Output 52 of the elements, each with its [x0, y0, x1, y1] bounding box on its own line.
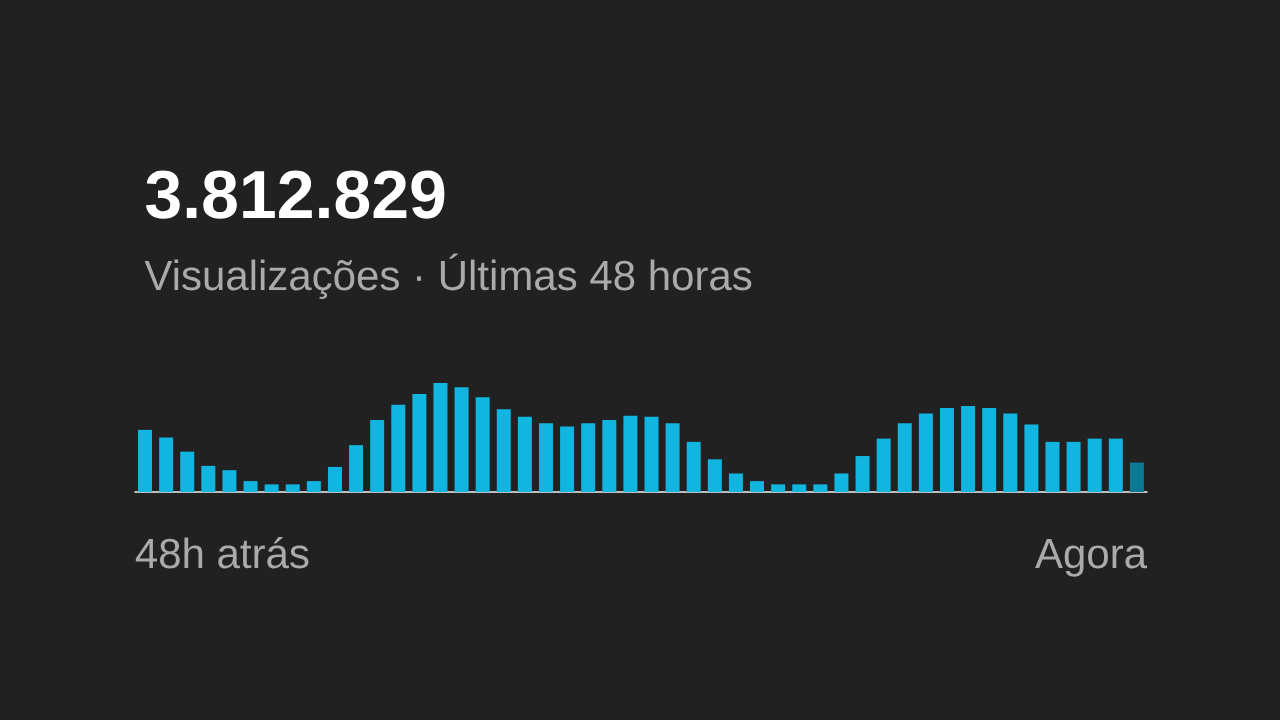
bar	[538, 423, 553, 492]
bar	[771, 484, 786, 492]
bar	[306, 481, 321, 492]
bar	[560, 426, 575, 492]
bar	[159, 437, 174, 492]
bar	[496, 409, 511, 492]
bar	[243, 481, 258, 492]
chart-title: 3.812.829	[145, 170, 445, 219]
bar	[201, 465, 216, 492]
bar	[475, 397, 490, 492]
chart-subtitle: Visualizações · Últimas 48 horas	[144, 253, 752, 299]
bar	[792, 484, 807, 492]
bar	[412, 393, 427, 492]
bar	[982, 408, 997, 492]
text: 48h atrás	[135, 537, 309, 569]
bar	[285, 484, 300, 492]
bar	[876, 438, 891, 492]
bar	[707, 459, 722, 492]
bar	[391, 404, 406, 492]
bar	[750, 481, 765, 492]
bar	[517, 416, 532, 492]
bar	[855, 456, 870, 492]
bar	[349, 445, 364, 492]
bar	[644, 416, 659, 492]
bar	[222, 470, 237, 492]
bar	[1066, 441, 1081, 492]
bar	[433, 383, 448, 492]
bar	[138, 429, 153, 492]
bar	[581, 423, 596, 492]
bar	[1087, 438, 1102, 492]
bar	[834, 473, 849, 492]
bar	[623, 415, 638, 492]
bar	[728, 473, 743, 492]
bar	[939, 408, 954, 492]
bar	[602, 420, 617, 492]
bar	[813, 484, 828, 492]
bar	[370, 420, 385, 492]
bar	[264, 484, 279, 492]
bar	[686, 441, 701, 492]
text: Agora	[1035, 539, 1148, 577]
bar	[1129, 462, 1144, 492]
bar	[1045, 441, 1060, 492]
bar	[961, 405, 976, 492]
bar	[454, 387, 469, 492]
bar	[897, 423, 912, 492]
bar	[1003, 413, 1018, 492]
bar	[327, 466, 342, 492]
bar	[180, 451, 195, 492]
bar	[918, 413, 933, 492]
bar	[1024, 424, 1039, 492]
bar	[1108, 438, 1123, 492]
bar	[665, 423, 680, 492]
